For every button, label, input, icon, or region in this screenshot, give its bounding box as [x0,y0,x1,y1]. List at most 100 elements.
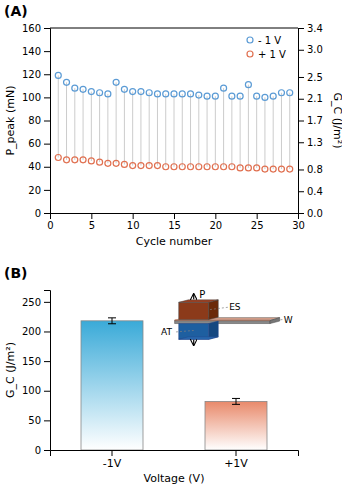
tick-label: 120 [22,69,41,80]
tick-label: 100 [22,92,41,103]
legend: - 1 V+ 1 V [247,35,286,60]
frame [50,28,298,29]
tick: 5 [89,213,95,231]
connector [107,94,108,163]
connector [99,93,100,162]
tick-label: 0.4 [307,186,323,197]
y-axis-title: P_peak (mN) [4,85,17,155]
x-axis-title: Cycle number [136,235,213,248]
point [245,82,251,88]
tick-mark [298,77,304,78]
axis-line [299,29,305,214]
connector [124,89,125,164]
tick-mark [215,213,216,219]
point [55,72,61,78]
inset: PESWAT [161,289,293,345]
tick: 200 [22,326,50,337]
tick-mark [44,51,50,52]
connector [207,96,208,167]
tick: 15 [168,213,181,231]
inset-arrow [193,340,194,345]
tick-label: 5 [89,220,95,231]
connector [165,94,166,167]
tick-label: 50 [28,415,41,426]
point [245,165,251,171]
connector [190,94,191,167]
tick-mark [44,361,50,362]
tick-label: 15 [168,220,181,231]
annotation: ES [229,302,241,312]
connector [223,88,224,167]
leader-line [176,330,194,331]
point [163,91,169,97]
tick-mark [44,450,50,451]
point [196,164,202,170]
tick-label: 10 [127,220,140,231]
tick: 160 [22,23,50,34]
tick: +1V [224,450,248,470]
tick-label: 60 [28,138,41,149]
tick-mark [44,420,50,421]
tick-label: 20 [209,220,222,231]
tick-label: +1V [224,457,248,470]
point [270,166,276,172]
tick: 50 [28,415,50,426]
axis-line [51,214,299,220]
tick-label: 80 [28,115,41,126]
tick-mark [298,50,304,51]
tick-label: 160 [22,23,41,34]
point [105,91,111,97]
plot-area [55,72,292,172]
tick-label: 30 [292,220,305,231]
tick: 60 [28,138,50,149]
tick-mark [44,144,50,145]
tick-label: 100 [22,385,41,396]
series [55,72,292,100]
tick: 250 [22,297,50,308]
point [221,85,227,91]
point [138,163,144,169]
leader-line [209,307,228,309]
series [55,155,292,173]
point [130,89,136,95]
tick: 25 [251,213,264,231]
point [72,157,78,163]
annotation: AT [161,327,172,337]
tick-label: 0.8 [307,164,323,175]
point [237,93,243,99]
connector [66,82,67,159]
annotation: W [284,315,293,325]
point [262,166,268,172]
connector [140,92,141,166]
tick: 2.1 [298,93,323,104]
inset-shape [175,321,270,324]
tick-mark [298,213,304,214]
point [64,157,70,163]
inset-shape [179,337,219,339]
tick-mark [298,99,304,100]
tick-label: -1V [103,457,122,470]
tick-label: 250 [22,297,41,308]
axis-line [44,291,51,451]
point [138,89,144,95]
plot-area [81,318,267,450]
tick-label: 3.4 [307,23,323,34]
error-bar-cap [232,398,240,399]
point [229,93,235,99]
point [121,161,127,167]
tick: 0.4 [298,186,323,197]
connector [74,88,75,160]
error-bar [232,398,240,404]
tick-mark [44,74,50,75]
point [146,163,152,169]
connector [240,96,241,168]
axis: 050100150200250 [22,291,51,456]
point [278,90,284,96]
tick-label: 40 [28,161,41,172]
tick-mark [44,121,50,122]
connector [281,93,282,169]
tick: 40 [28,161,50,172]
point [237,165,243,171]
connector [215,96,216,167]
axis: 051015202530 [47,213,305,231]
